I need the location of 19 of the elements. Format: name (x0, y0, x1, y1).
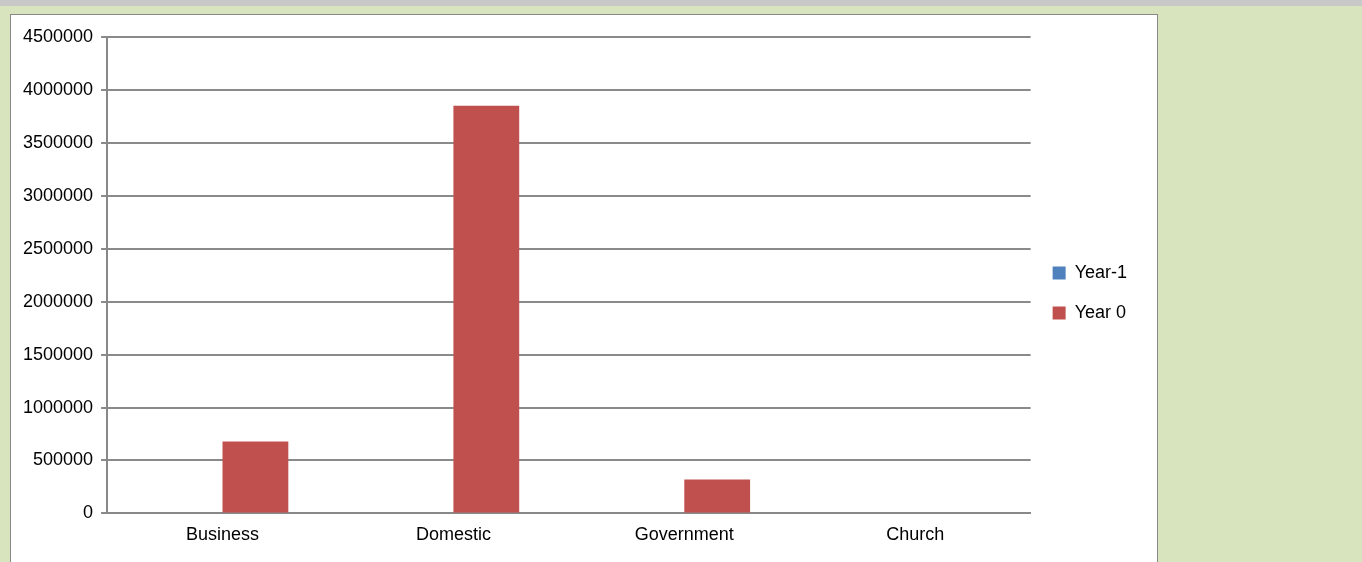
bar (222, 441, 289, 513)
y-tick-label: 1500000 (23, 343, 94, 364)
y-tick-label: 3500000 (23, 131, 94, 152)
x-tick-label: Business (186, 524, 260, 545)
y-tick-label: 4500000 (23, 25, 94, 46)
x-tick-label: Government (634, 524, 734, 545)
y-tick-label: 3000000 (23, 184, 94, 205)
y-tick-label: 500000 (33, 449, 94, 470)
y-tick-label: 2500000 (23, 237, 94, 258)
legend-label: Year-1 (1074, 261, 1127, 282)
bar (684, 479, 751, 513)
x-tick-label: Domestic (415, 524, 491, 545)
y-tick-label: 2000000 (23, 290, 94, 311)
y-tick-label: 0 (83, 502, 94, 523)
y-tick-label: 1000000 (23, 396, 94, 417)
bar (453, 105, 520, 513)
x-tick-label: Church (886, 524, 945, 545)
y-tick-label: 4000000 (23, 78, 94, 99)
legend-label: Year 0 (1074, 301, 1127, 322)
